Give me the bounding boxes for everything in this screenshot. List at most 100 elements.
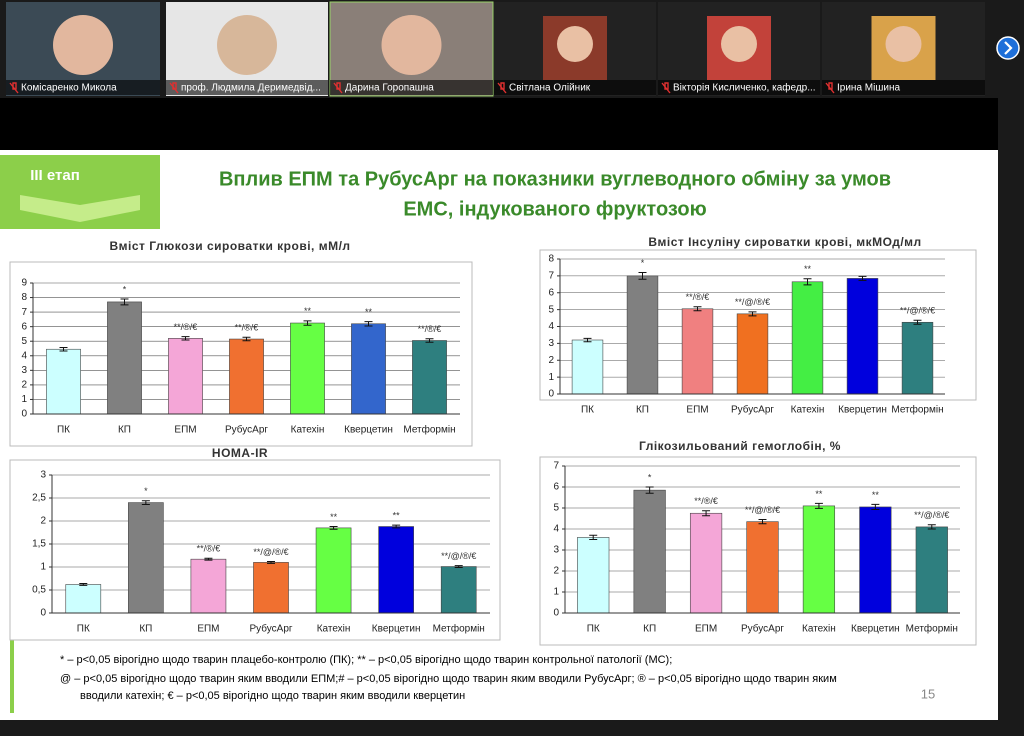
significance-label: * xyxy=(144,486,148,496)
x-tick-label: КП xyxy=(139,624,152,635)
y-tick-label: 2 xyxy=(553,566,559,577)
participant-name: проф. Людмила Деримедвід... xyxy=(181,82,321,94)
x-tick-label: ЕПМ xyxy=(197,624,219,635)
bar xyxy=(633,489,666,614)
mic-off-icon xyxy=(825,82,835,94)
video-band xyxy=(0,98,998,150)
bar xyxy=(65,584,102,614)
error-bar xyxy=(589,534,598,540)
y-tick-label: 1 xyxy=(548,372,554,383)
significance-label: ** xyxy=(304,306,312,316)
x-tick-label: Катехін xyxy=(802,624,836,635)
significance-label: **/®/€ xyxy=(235,323,259,333)
bar xyxy=(802,505,836,614)
bar xyxy=(46,348,81,415)
error-bar xyxy=(803,278,812,286)
mic-off-icon xyxy=(661,82,671,94)
error-bar xyxy=(645,486,654,494)
bar xyxy=(412,340,447,415)
error-bar xyxy=(329,526,338,530)
bar xyxy=(915,526,948,614)
name-bar xyxy=(658,80,820,95)
bar xyxy=(107,301,142,415)
x-tick-label: Метформін xyxy=(891,404,943,416)
significance-label: **/@/®/€ xyxy=(735,297,770,307)
x-tick-label: РубусАрг xyxy=(249,623,292,635)
y-tick-label: 4 xyxy=(21,350,27,361)
significance-label: **/@/®/€ xyxy=(900,306,935,316)
error-bar xyxy=(303,320,312,326)
arrow-icon xyxy=(1004,41,1013,55)
bar xyxy=(351,323,386,415)
bar xyxy=(577,537,610,614)
significance-label: **/@/®/€ xyxy=(253,547,288,557)
significance-label: **/®/€ xyxy=(686,292,710,302)
x-tick-label: КП xyxy=(636,405,649,416)
chart-title: Вміст Глюкози сироватки крові, мМ/л xyxy=(109,239,350,253)
error-bar xyxy=(79,583,88,586)
bar xyxy=(128,502,164,614)
y-tick-label: 3 xyxy=(21,365,27,376)
bar xyxy=(846,278,879,395)
significance-label: **/@/®/€ xyxy=(441,551,476,561)
slide-title: ЕМС, індукованого фруктозою xyxy=(403,198,706,220)
y-tick-label: 1 xyxy=(40,562,46,573)
error-bar xyxy=(583,337,592,343)
significance-label: ** xyxy=(804,264,812,274)
error-bar xyxy=(392,524,401,529)
stage-label: III етап xyxy=(30,167,80,184)
face xyxy=(53,15,113,75)
y-tick-label: 3 xyxy=(548,338,554,349)
footnote: * – p<0,05 вірогідно щодо тварин плацебо… xyxy=(60,654,672,666)
bar xyxy=(681,308,714,395)
x-tick-label: ЕПМ xyxy=(174,425,196,436)
bar xyxy=(229,338,264,415)
next-page-button[interactable] xyxy=(996,36,1020,60)
bar xyxy=(571,339,604,395)
mic-off-icon xyxy=(497,82,507,94)
y-tick-label: 5 xyxy=(548,304,554,315)
y-tick-label: 2 xyxy=(40,516,46,527)
error-bar xyxy=(181,336,190,341)
chart-title: Глікозильований гемоглобін, % xyxy=(639,439,841,453)
bar xyxy=(190,558,227,614)
y-tick-label: 2,5 xyxy=(32,493,46,504)
participant-name: Вікторія Кисличенко, кафедр... xyxy=(673,82,816,94)
x-tick-label: Метформін xyxy=(403,424,455,436)
y-tick-label: 4 xyxy=(548,321,554,332)
error-bar xyxy=(242,336,251,342)
y-tick-label: 5 xyxy=(553,503,559,514)
bar xyxy=(901,321,934,395)
error-bar xyxy=(120,298,129,306)
y-tick-label: 1 xyxy=(553,587,559,598)
significance-label: ** xyxy=(330,512,338,522)
error-bar xyxy=(871,503,880,510)
bar xyxy=(253,562,289,614)
significance-label: **/®/€ xyxy=(418,324,442,334)
error-bar xyxy=(364,321,373,327)
name-bar xyxy=(494,80,656,95)
error-bar xyxy=(748,311,757,317)
participant-name: Світлана Олійник xyxy=(509,83,591,94)
x-tick-label: Катехін xyxy=(791,405,825,416)
significance-label: ** xyxy=(393,511,401,521)
significance-label: ** xyxy=(872,490,880,500)
chart-title: HOMA-IR xyxy=(212,446,268,460)
y-tick-label: 7 xyxy=(21,307,27,318)
x-tick-label: РубусАрг xyxy=(225,424,268,436)
significance-label: * xyxy=(648,472,652,482)
x-tick-label: Кверцетин xyxy=(851,624,900,635)
significance-label: * xyxy=(641,258,645,268)
mic-off-icon xyxy=(333,82,343,94)
bar xyxy=(378,526,414,614)
x-tick-label: ПК xyxy=(587,624,600,635)
x-tick-label: Метформін xyxy=(433,623,485,635)
y-tick-label: 3 xyxy=(553,545,559,556)
error-bar xyxy=(702,510,711,517)
x-tick-label: Кверцетин xyxy=(344,425,393,436)
error-bar xyxy=(204,557,213,561)
error-bar xyxy=(913,319,922,325)
x-tick-label: Кверцетин xyxy=(838,405,887,416)
error-bar xyxy=(927,524,936,530)
